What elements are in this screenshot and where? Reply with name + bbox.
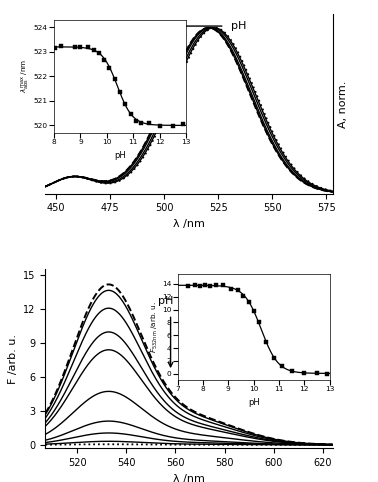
Y-axis label: F /arb. u.: F /arb. u. bbox=[8, 334, 18, 384]
X-axis label: λ /nm: λ /nm bbox=[173, 219, 205, 229]
Text: pH: pH bbox=[231, 21, 246, 31]
Y-axis label: A, norm.: A, norm. bbox=[338, 80, 348, 128]
Text: pH: pH bbox=[158, 296, 174, 307]
X-axis label: λ /nm: λ /nm bbox=[173, 473, 205, 482]
